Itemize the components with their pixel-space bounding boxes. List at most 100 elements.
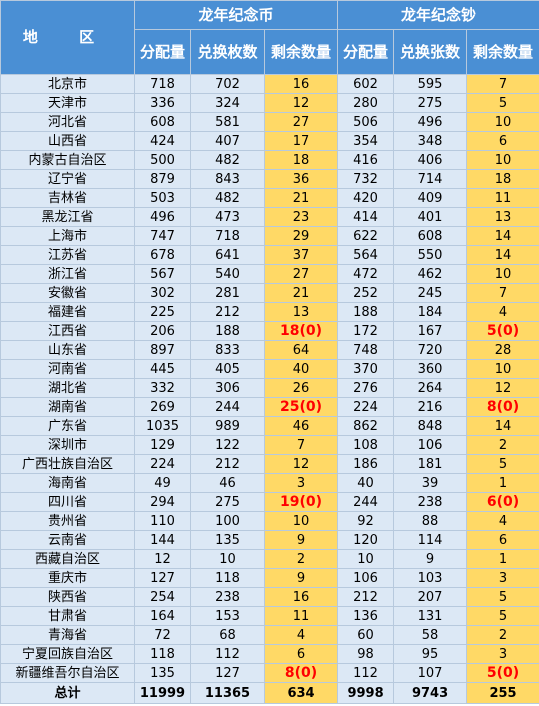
- note-exchanged-cell: 406: [393, 150, 468, 170]
- region-cell: 湖南省: [0, 397, 135, 417]
- note-alloc-cell: 414: [337, 207, 395, 227]
- table-row: 广东省 1035 989 46 862 848 14: [0, 416, 539, 436]
- note-exchanged-cell: 106: [393, 435, 468, 455]
- coin-remaining-cell: 4: [263, 625, 339, 645]
- note-remaining-cell: 5: [466, 606, 539, 626]
- note-alloc-cell: 420: [337, 188, 395, 208]
- note-exchanged-cell: 714: [393, 169, 468, 189]
- coin-exchanged-cell: 718: [190, 226, 265, 246]
- note-alloc-cell: 732: [337, 169, 395, 189]
- table-row: 山东省 897 833 64 748 720 28: [0, 340, 539, 360]
- table-row: 海南省 49 46 3 40 39 1: [0, 473, 539, 493]
- total-coin-exchanged: 11365: [190, 682, 265, 704]
- coin-alloc-cell: 608: [134, 112, 191, 132]
- note-remaining-cell: 3: [466, 568, 539, 588]
- coin-exchanged-cell: 244: [190, 397, 265, 417]
- table-row: 深圳市 129 122 7 108 106 2: [0, 435, 539, 455]
- note-remaining-cell: 10: [466, 359, 539, 379]
- note-remaining-cell: 13: [466, 207, 539, 227]
- note-alloc-cell: 602: [337, 74, 395, 94]
- table-row: 新疆维吾尔自治区 135 127 8(0) 112 107 5(0): [0, 663, 539, 683]
- region-cell: 山西省: [0, 131, 135, 151]
- coin-alloc-cell: 718: [134, 74, 191, 94]
- table-row: 内蒙古自治区 500 482 18 416 406 10: [0, 150, 539, 170]
- coin-alloc-cell: 135: [134, 663, 191, 683]
- region-cell: 上海市: [0, 226, 135, 246]
- note-alloc-cell: 416: [337, 150, 395, 170]
- note-remaining-cell: 2: [466, 625, 539, 645]
- coin-remaining-cell: 7: [263, 435, 339, 455]
- note-exchanged-cell: 103: [393, 568, 468, 588]
- note-exchanged-cell: 848: [393, 416, 468, 436]
- region-cell: 天津市: [0, 93, 135, 113]
- coin-alloc-cell: 336: [134, 93, 191, 113]
- coin-alloc-cell: 12: [134, 549, 191, 569]
- region-cell: 内蒙古自治区: [0, 150, 135, 170]
- note-alloc-cell: 212: [337, 587, 395, 607]
- note-alloc-cell: 748: [337, 340, 395, 360]
- coin-remaining-cell: 46: [263, 416, 339, 436]
- note-alloc-cell: 224: [337, 397, 395, 417]
- coin-exchanged-cell: 833: [190, 340, 265, 360]
- table-row: 福建省 225 212 13 188 184 4: [0, 302, 539, 322]
- table-row: 浙江省 567 540 27 472 462 10: [0, 264, 539, 284]
- coin-remaining-cell: 12: [263, 93, 339, 113]
- coin-alloc-cell: 503: [134, 188, 191, 208]
- coin-exchanged-cell: 989: [190, 416, 265, 436]
- coin-alloc-header: 分配量: [134, 29, 191, 75]
- note-exchanged-cell: 167: [393, 321, 468, 341]
- region-cell: 河北省: [0, 112, 135, 132]
- coin-exchanged-cell: 118: [190, 568, 265, 588]
- coin-remaining-cell: 27: [263, 264, 339, 284]
- note-alloc-cell: 112: [337, 663, 395, 683]
- region-cell: 福建省: [0, 302, 135, 322]
- coin-remaining-cell: 12: [263, 454, 339, 474]
- note-exchanged-cell: 114: [393, 530, 468, 550]
- total-coin-remaining: 634: [263, 682, 339, 704]
- coin-exchanged-cell: 188: [190, 321, 265, 341]
- coin-group-header: 龙年纪念币: [133, 0, 339, 30]
- note-exchanged-cell: 95: [393, 644, 468, 664]
- coin-exchanged-cell: 281: [190, 283, 265, 303]
- coin-remaining-cell: 19(0): [263, 492, 339, 512]
- coin-exchanged-cell: 275: [190, 492, 265, 512]
- table-row: 青海省 72 68 4 60 58 2: [0, 625, 539, 645]
- region-cell: 青海省: [0, 625, 135, 645]
- table-row: 甘肃省 164 153 11 136 131 5: [0, 606, 539, 626]
- coin-remaining-cell: 11: [263, 606, 339, 626]
- total-label: 总计: [0, 682, 135, 704]
- total-note-remaining: 255: [466, 682, 539, 704]
- note-alloc-cell: 622: [337, 226, 395, 246]
- coin-remaining-cell: 10: [263, 511, 339, 531]
- region-cell: 贵州省: [0, 511, 135, 531]
- coin-remaining-cell: 13: [263, 302, 339, 322]
- note-exchanged-header: 兑换张数: [393, 29, 468, 75]
- table-row: 湖南省 269 244 25(0) 224 216 8(0): [0, 397, 539, 417]
- region-cell: 江西省: [0, 321, 135, 341]
- note-remaining-cell: 6(0): [466, 492, 539, 512]
- note-alloc-cell: 120: [337, 530, 395, 550]
- coin-exchanged-cell: 127: [190, 663, 265, 683]
- coin-remaining-cell: 9: [263, 530, 339, 550]
- coin-exchanged-cell: 68: [190, 625, 265, 645]
- coin-remaining-cell: 26: [263, 378, 339, 398]
- table-row: 宁夏回族自治区 118 112 6 98 95 3: [0, 644, 539, 664]
- table-row: 吉林省 503 482 21 420 409 11: [0, 188, 539, 208]
- table-row: 江苏省 678 641 37 564 550 14: [0, 245, 539, 265]
- coin-alloc-cell: 225: [134, 302, 191, 322]
- note-alloc-cell: 370: [337, 359, 395, 379]
- region-cell: 江苏省: [0, 245, 135, 265]
- coin-remaining-cell: 21: [263, 188, 339, 208]
- note-alloc-cell: 244: [337, 492, 395, 512]
- total-coin-alloc: 11999: [134, 682, 191, 704]
- coin-exchanged-cell: 324: [190, 93, 265, 113]
- note-alloc-cell: 98: [337, 644, 395, 664]
- note-alloc-cell: 354: [337, 131, 395, 151]
- coin-alloc-cell: 332: [134, 378, 191, 398]
- note-remaining-cell: 5(0): [466, 321, 539, 341]
- note-exchanged-cell: 348: [393, 131, 468, 151]
- note-remaining-cell: 5: [466, 93, 539, 113]
- region-cell: 湖北省: [0, 378, 135, 398]
- coin-remaining-cell: 25(0): [263, 397, 339, 417]
